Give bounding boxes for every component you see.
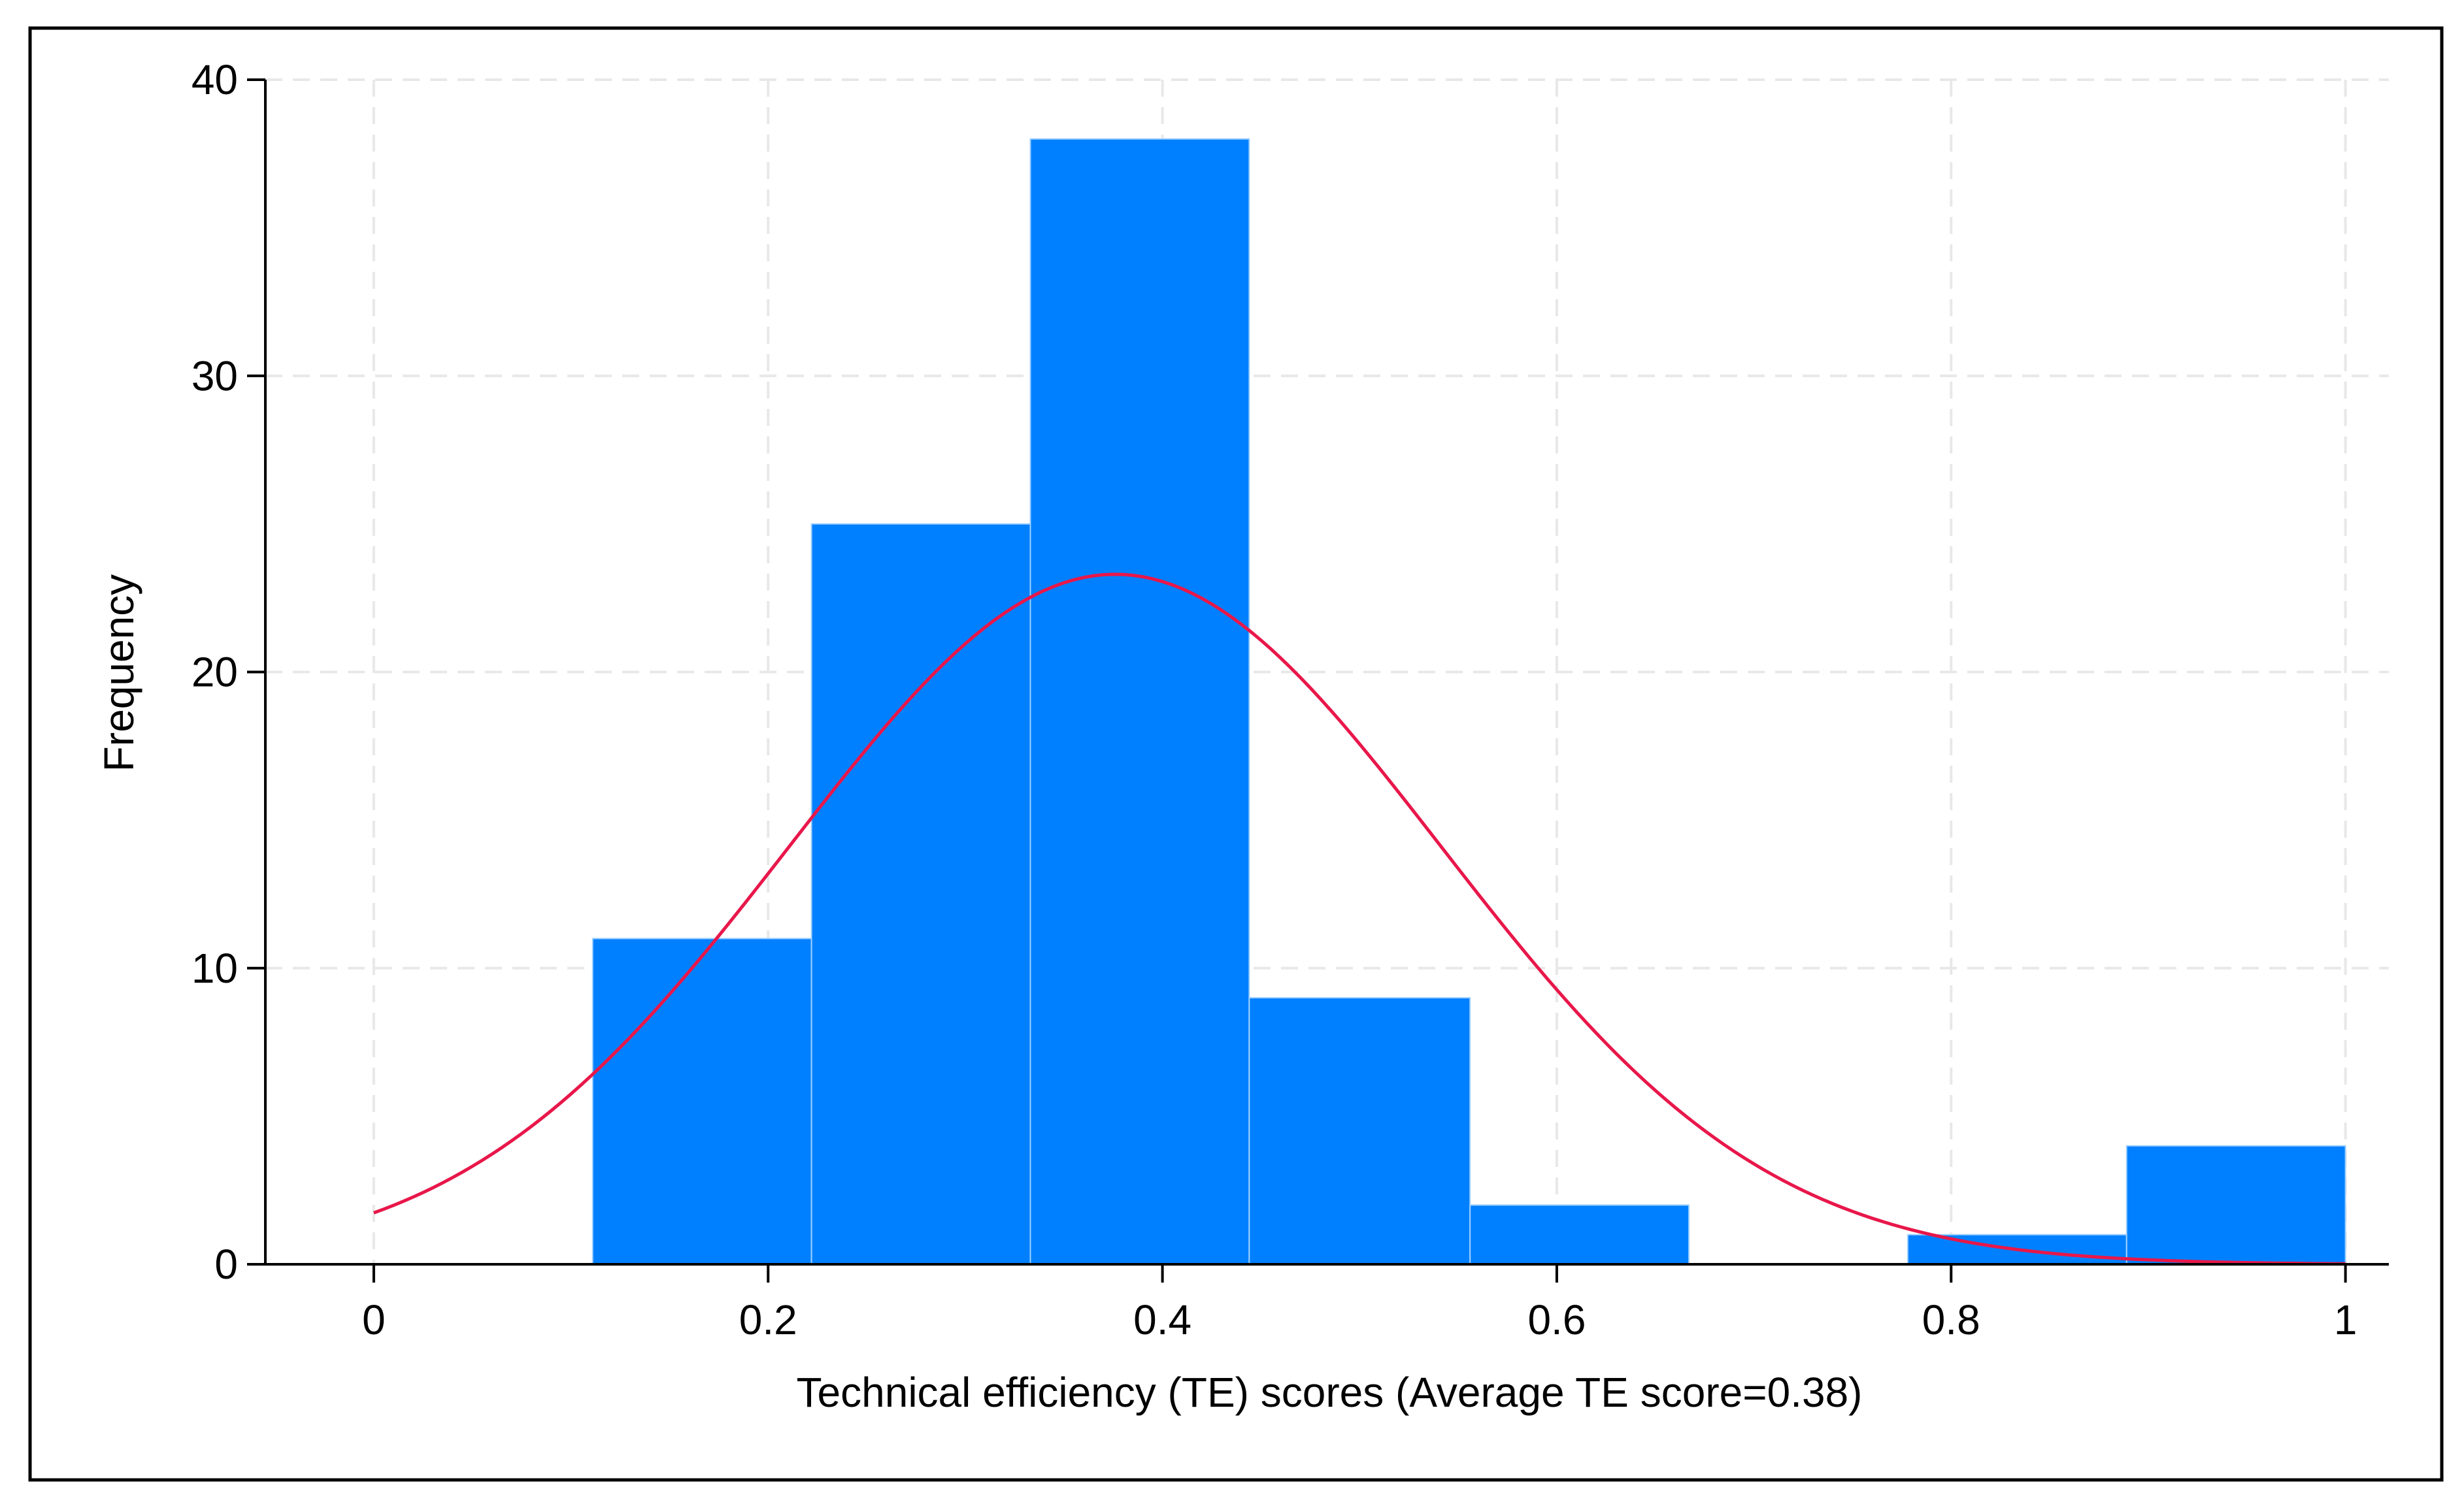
y-tick-label-3: 30 [191,352,238,399]
histogram-bar-4 [1469,1204,1690,1265]
x-tick-label-4: 0.8 [1922,1296,1980,1343]
y-tick-label-0: 0 [214,1241,238,1288]
y-tick-label-4: 40 [191,56,238,103]
y-tick-label-2: 20 [191,649,238,696]
x-tick-label-1: 0.2 [739,1296,797,1343]
histogram-bar-7 [2125,1145,2346,1265]
x-tick-label-2: 0.4 [1133,1296,1191,1343]
y-tick-label-1: 10 [191,945,238,992]
normal-density-curve [373,572,2346,1266]
y-axis-ticks: 0 10 20 30 40 [191,56,265,1288]
x-tick-label-0: 0 [362,1296,386,1343]
x-tick-label-3: 0.6 [1527,1296,1586,1343]
histogram-bar-2 [1029,138,1250,1265]
histogram-bar-3 [1248,997,1471,1265]
x-axis-title: Technical efficiency (TE) scores (Averag… [797,1369,1863,1416]
y-axis-title: Frequency [95,574,142,772]
x-axis-ticks: 0 0.2 0.4 0.6 0.8 1 [362,1264,2357,1343]
x-tick-label-5: 1 [2334,1296,2357,1343]
histogram-bar-0 [591,938,812,1266]
histogram-bar-1 [810,523,1031,1265]
